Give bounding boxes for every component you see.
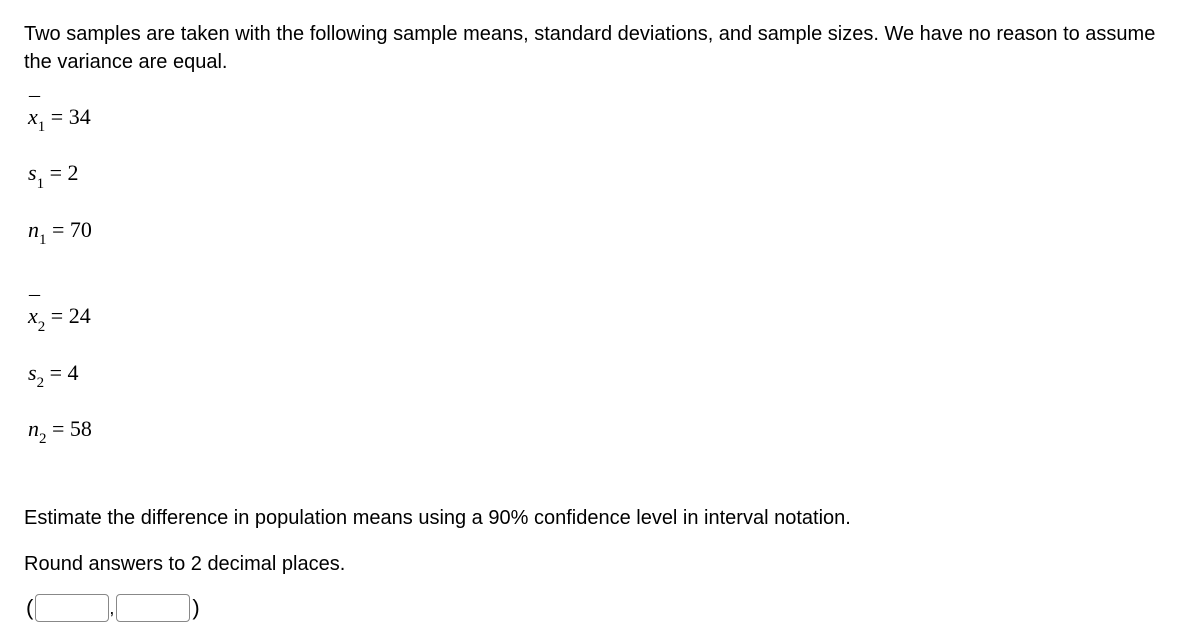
sample2-n-value: 58 — [70, 416, 92, 441]
answer-row: ( , ) — [24, 594, 1176, 622]
sample1-xbar: x1 = 34 — [28, 104, 1176, 134]
sample2-s: s2 = 4 — [28, 360, 1176, 390]
question-block: Estimate the difference in population me… — [24, 502, 1176, 580]
question-line1: Estimate the difference in population me… — [24, 502, 1176, 534]
comma: , — [109, 598, 114, 619]
sample2-group: x2 = 24 s2 = 4 n2 = 58 — [24, 303, 1176, 446]
sample2-xbar-value: 24 — [69, 303, 91, 328]
sample1-n: n1 = 70 — [28, 217, 1176, 247]
sample2-n: n2 = 58 — [28, 416, 1176, 446]
sample2-s-value: 4 — [67, 360, 78, 385]
sample1-s-value: 2 — [67, 160, 78, 185]
problem-intro: Two samples are taken with the following… — [24, 20, 1176, 76]
sample1-xbar-value: 34 — [69, 104, 91, 129]
sample1-n-value: 70 — [70, 217, 92, 242]
sample1-group: x1 = 34 s1 = 2 n1 = 70 — [24, 104, 1176, 247]
lower-bound-input[interactable] — [35, 594, 109, 622]
upper-bound-input[interactable] — [116, 594, 190, 622]
sample1-s: s1 = 2 — [28, 160, 1176, 190]
open-paren: ( — [26, 595, 33, 621]
sample2-xbar: x2 = 24 — [28, 303, 1176, 333]
close-paren: ) — [192, 595, 199, 621]
question-line2: Round answers to 2 decimal places. — [24, 548, 1176, 580]
